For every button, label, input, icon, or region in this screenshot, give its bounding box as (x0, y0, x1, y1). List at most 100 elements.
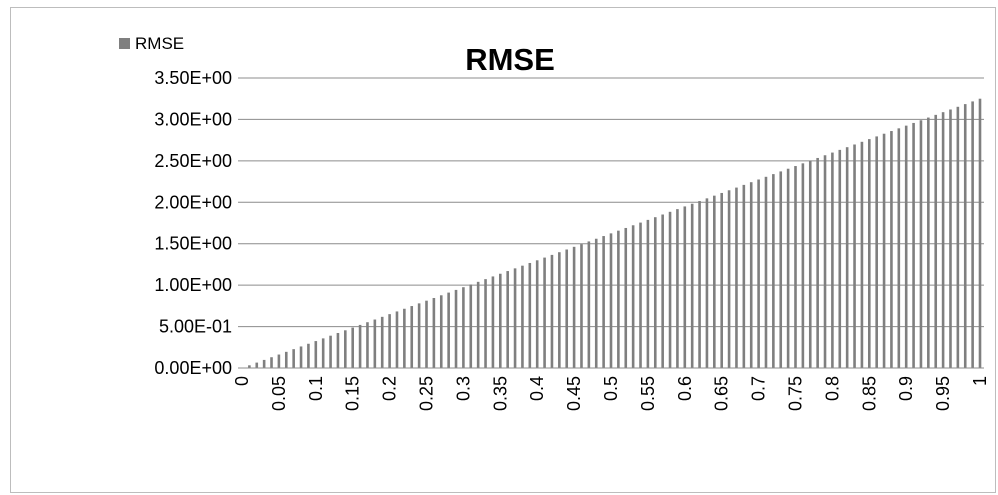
bar (395, 311, 399, 368)
bar (934, 114, 938, 369)
bar (388, 314, 391, 368)
bar (594, 238, 598, 368)
x-tick-label: 0.35 (490, 376, 510, 411)
bar (277, 354, 281, 368)
x-tick-label: 0.5 (601, 376, 621, 401)
y-tick-label: 2.50E+00 (154, 151, 232, 171)
x-tick-label: 0.4 (527, 376, 547, 401)
x-tick-label: 0.7 (749, 376, 769, 401)
bar (447, 292, 450, 368)
bar (270, 357, 273, 368)
x-tick-label: 0.3 (453, 376, 473, 401)
bar (838, 149, 842, 368)
bar (543, 257, 546, 368)
bar (499, 273, 502, 368)
bar (609, 233, 613, 368)
y-tick-labels: 0.00E+00 5.00E-01 1.00E+00 1.50E+00 2.00E+00… (154, 68, 232, 378)
bar (292, 349, 295, 368)
bar (558, 252, 561, 368)
bar (358, 324, 362, 368)
bar (425, 300, 428, 368)
bar (668, 211, 672, 368)
bar (868, 139, 871, 368)
bar (831, 152, 834, 368)
x-tick-label: 0.45 (564, 376, 584, 411)
bar (535, 260, 539, 368)
y-tick-label: 1.00E+00 (154, 275, 232, 295)
bar (336, 332, 340, 368)
bar (646, 219, 650, 368)
bar (757, 179, 760, 368)
bar (683, 206, 687, 368)
bar (528, 262, 532, 368)
bar (764, 176, 768, 368)
bar (491, 276, 495, 368)
x-tick-label: 0 (232, 376, 252, 386)
bar (919, 120, 923, 368)
bar (845, 147, 849, 368)
bar (565, 249, 569, 368)
bar (484, 279, 487, 368)
x-tick-label: 0.85 (859, 376, 879, 411)
bar (351, 327, 354, 368)
x-tick-label: 0.15 (343, 376, 363, 411)
bar (410, 306, 414, 368)
bar (380, 316, 384, 368)
y-tick-label: 1.50E+00 (154, 234, 232, 254)
y-tick-label: 3.00E+00 (154, 109, 232, 129)
bar (521, 265, 524, 368)
bar (580, 244, 583, 368)
bar (713, 195, 716, 368)
bar (653, 217, 657, 368)
bar (284, 351, 288, 368)
legend-label: RMSE (135, 34, 184, 53)
bars (248, 98, 982, 369)
bar (904, 125, 908, 368)
bar (417, 303, 421, 368)
legend: RMSE (119, 34, 184, 53)
bar (823, 155, 827, 368)
legend-swatch (119, 38, 130, 49)
bar (941, 112, 945, 369)
bar (314, 341, 318, 368)
bar (432, 297, 436, 368)
bar (772, 174, 775, 368)
bar (853, 144, 856, 368)
bar (602, 236, 605, 368)
bar (727, 190, 731, 368)
bar (255, 362, 259, 368)
x-tick-label: 0.95 (933, 376, 953, 411)
bar (720, 192, 723, 368)
bar (639, 222, 642, 368)
bar (321, 338, 325, 368)
x-tick-label: 0.55 (638, 376, 658, 411)
bar (860, 141, 864, 368)
chart-title: RMSE (465, 42, 555, 77)
x-tick-labels: 0 0.05 0.1 0.15 0.2 0.25 0.3 0.35 0.4 0.45 0.5 0.55… (232, 376, 990, 411)
bar (742, 184, 746, 368)
x-tick-label: 0.9 (896, 376, 916, 401)
bar (949, 109, 952, 369)
x-tick-label: 1 (970, 376, 990, 386)
bar (513, 268, 517, 368)
bar (912, 122, 915, 368)
y-tick-label: 2.00E+00 (154, 192, 232, 212)
bar (439, 295, 443, 368)
bar (366, 322, 369, 368)
bar (373, 319, 377, 368)
bar (978, 98, 982, 369)
bar (624, 227, 628, 368)
bar (890, 131, 893, 368)
bar (631, 225, 635, 368)
x-tick-label: 0.8 (822, 376, 842, 401)
x-tick-label: 0.25 (417, 376, 437, 411)
bar (454, 289, 458, 368)
bar (735, 187, 738, 368)
bar (344, 330, 347, 368)
bar (808, 160, 812, 368)
bar (676, 209, 679, 368)
bar (329, 335, 332, 368)
x-tick-label: 0.75 (786, 376, 806, 411)
bar (476, 281, 480, 368)
